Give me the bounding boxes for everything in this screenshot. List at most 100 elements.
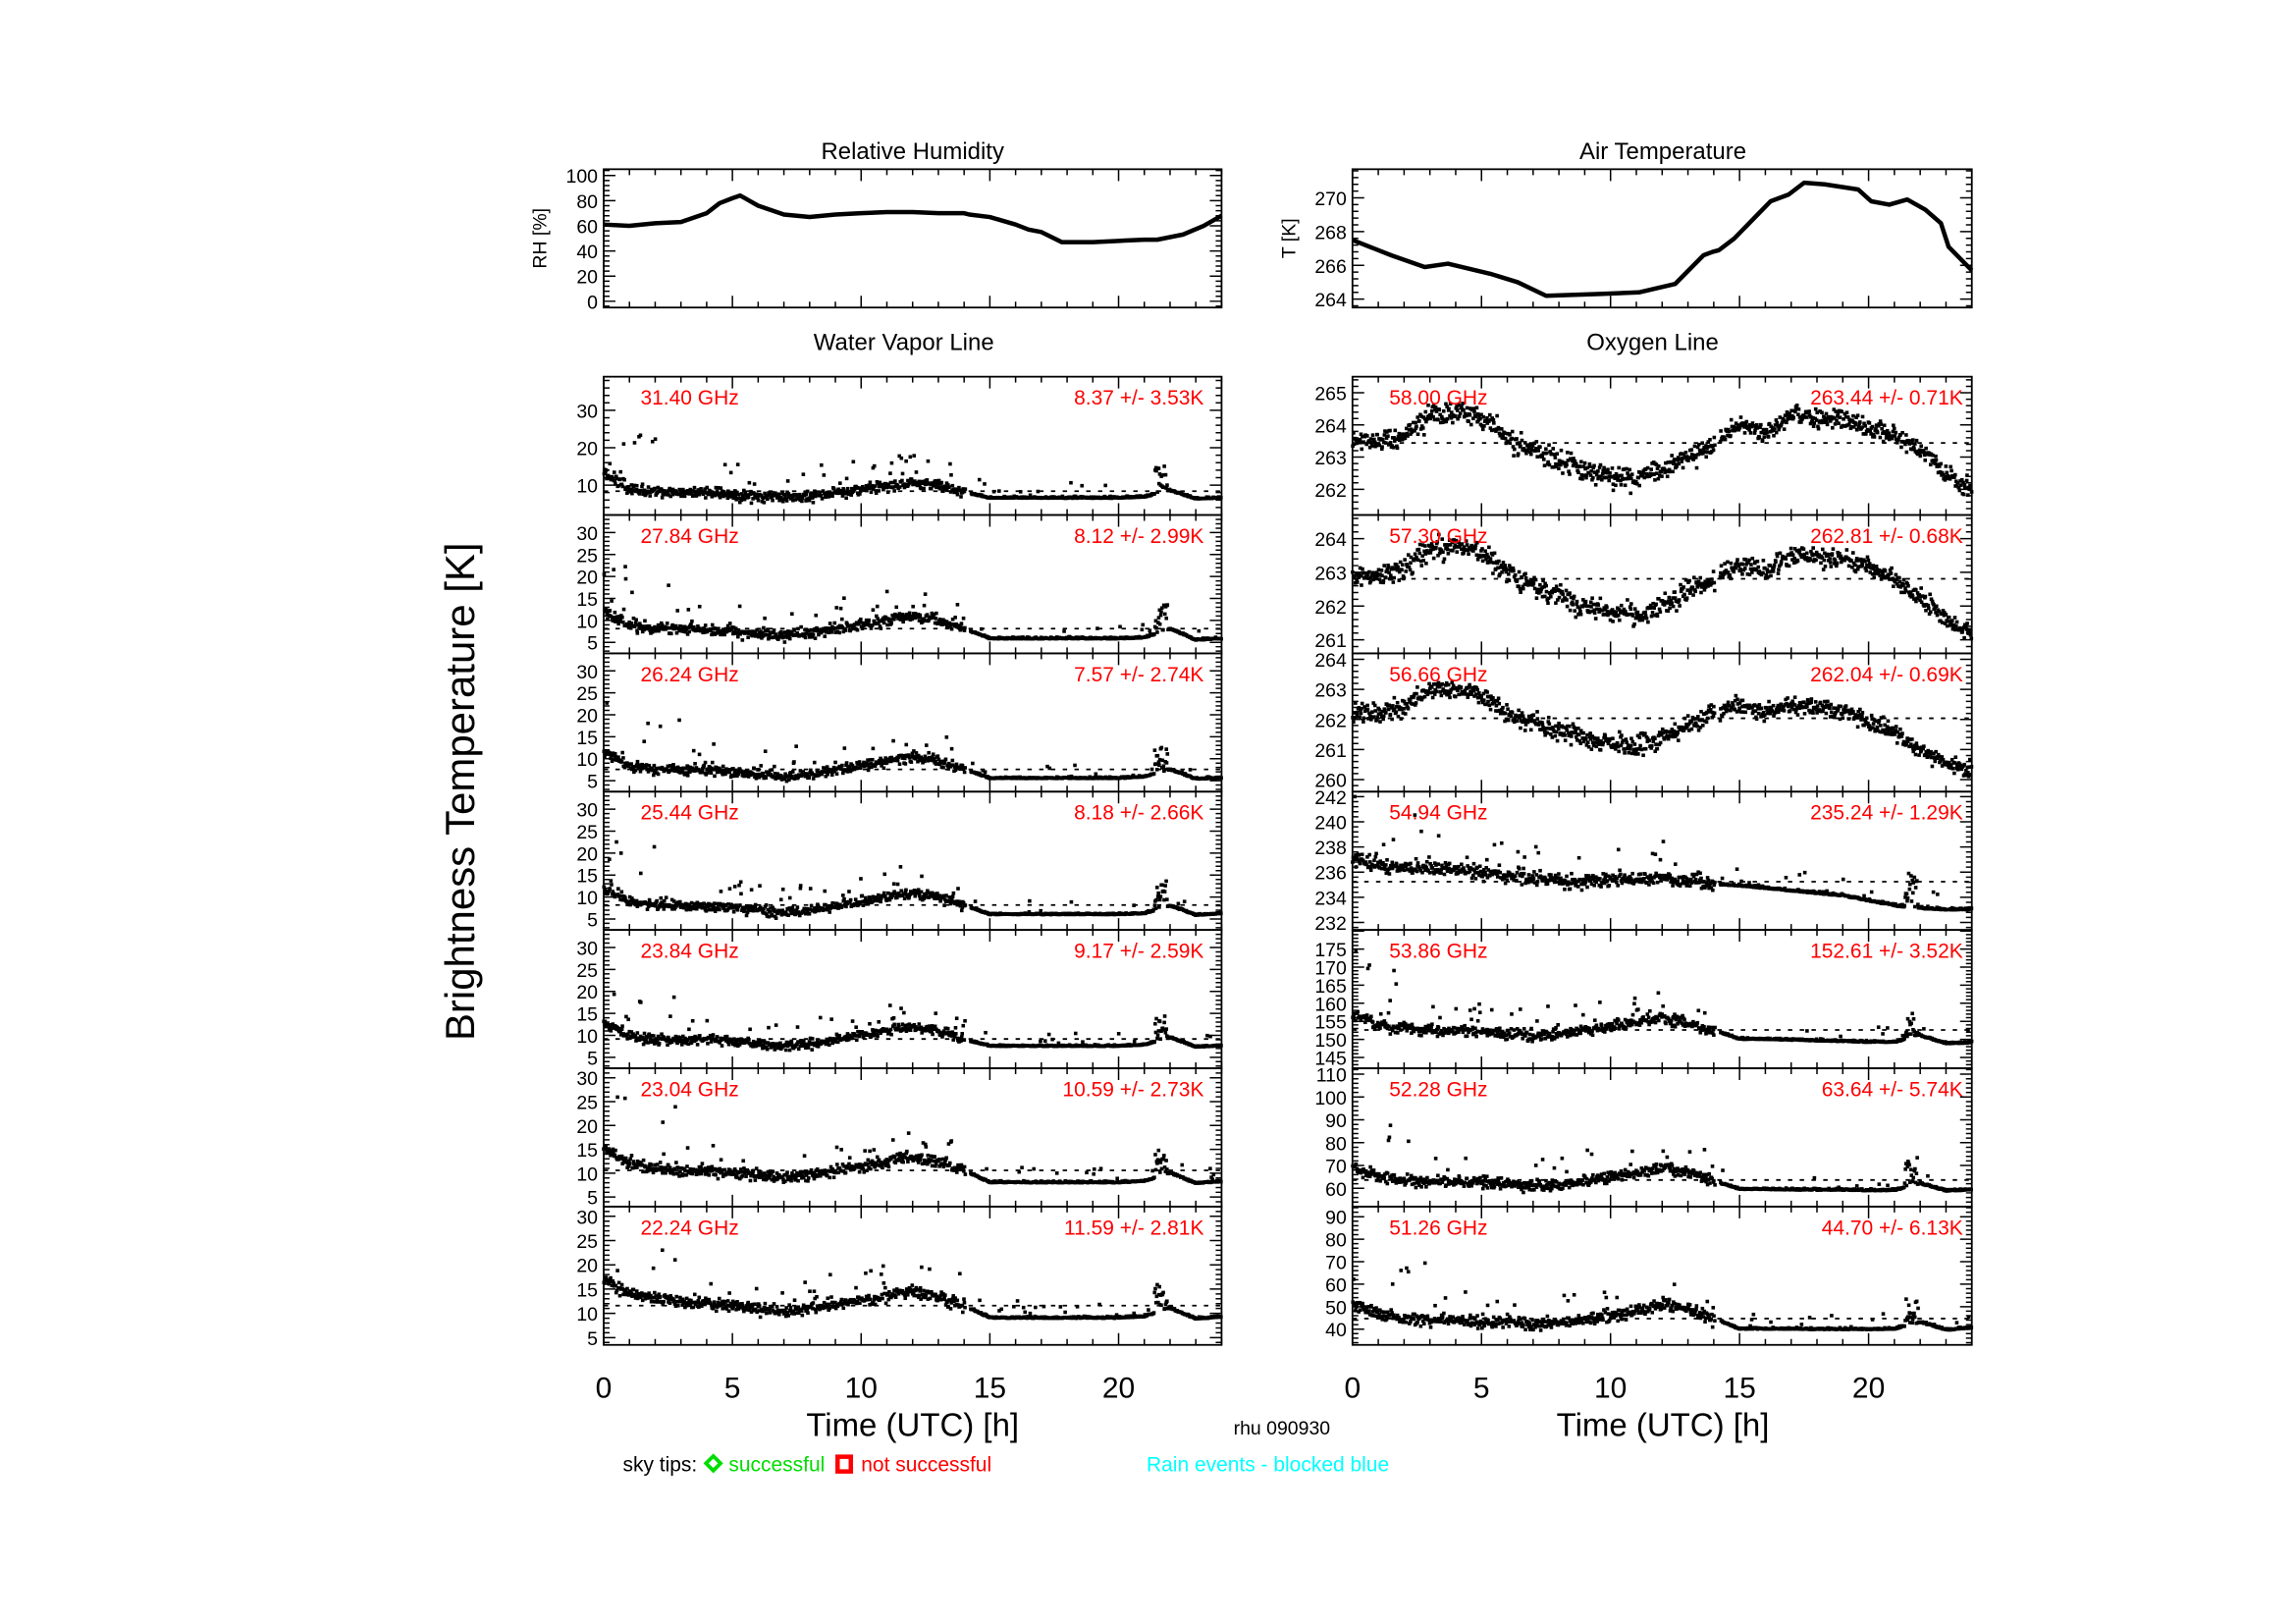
data-point [702, 1168, 707, 1173]
data-point [718, 1041, 722, 1045]
y-tick-label: 266 [1314, 256, 1346, 278]
data-point [680, 1172, 685, 1176]
data-point [917, 893, 922, 898]
data-point [834, 772, 839, 776]
data-point [943, 897, 947, 901]
data-point [926, 756, 930, 761]
data-point [786, 774, 791, 779]
data-point [870, 484, 875, 488]
data-point [869, 761, 874, 766]
data-point [776, 494, 780, 499]
data-point [621, 607, 626, 612]
data-point [765, 633, 769, 637]
data-point [963, 487, 968, 491]
data-point [768, 910, 773, 914]
data-point [855, 766, 859, 771]
data-point [714, 485, 719, 490]
data-point [670, 907, 674, 911]
data-point [668, 631, 673, 636]
data-point [635, 631, 640, 635]
data-point [614, 476, 619, 481]
data-point [918, 896, 923, 901]
data-point [802, 1154, 807, 1158]
data-point [629, 898, 633, 903]
data-point [843, 1170, 848, 1175]
data-point [637, 1038, 641, 1043]
data-point [886, 891, 890, 895]
data-point [707, 1173, 712, 1177]
data-point [778, 1041, 782, 1046]
data-point [793, 498, 798, 502]
data-point [775, 776, 780, 781]
data-point [881, 894, 885, 898]
data-point [954, 490, 959, 495]
data-point [777, 498, 781, 503]
data-point [703, 623, 708, 627]
data-point [885, 622, 889, 627]
data-point [839, 617, 844, 622]
data-point [751, 491, 756, 495]
data-point [661, 492, 666, 497]
data-point [648, 628, 653, 632]
data-point [632, 1162, 636, 1166]
data-point [756, 495, 760, 500]
data-point [784, 499, 789, 503]
data-point [651, 768, 655, 773]
y-tick-label: 30 [576, 800, 598, 822]
data-point [878, 624, 882, 628]
data-point [680, 491, 684, 495]
temp-ylabel: T [K] [1278, 218, 1300, 258]
data-point [702, 489, 707, 494]
data-point [666, 764, 670, 769]
data-point [729, 490, 734, 495]
data-point [919, 755, 924, 759]
data-point [737, 1043, 742, 1047]
data-point [725, 1038, 730, 1042]
data-point [940, 489, 945, 494]
data-point [1156, 466, 1161, 470]
data-point [867, 765, 872, 770]
data-point [763, 1171, 767, 1175]
data-point [945, 624, 950, 628]
data-point [930, 891, 934, 895]
data-point [765, 1176, 769, 1181]
data-point [686, 608, 691, 612]
data-point [818, 1015, 823, 1020]
data-point [881, 1165, 884, 1170]
data-point [709, 628, 714, 632]
data-point [708, 1033, 713, 1038]
data-point [693, 1034, 697, 1039]
data-point [925, 1024, 930, 1029]
data-point [809, 903, 814, 908]
data-point [718, 907, 721, 912]
data-point [1164, 1027, 1169, 1031]
data-point [748, 1178, 753, 1183]
data-point [674, 1161, 678, 1164]
data-point [693, 761, 697, 766]
data-point [1156, 891, 1160, 895]
data-point [656, 1034, 661, 1039]
y-tick-label: 25 [576, 683, 598, 705]
data-point [786, 913, 791, 917]
data-point [801, 770, 806, 774]
data-point [929, 486, 934, 491]
data-point [1219, 911, 1223, 916]
data-point [646, 904, 651, 909]
data-point [742, 1166, 746, 1170]
data-point [767, 1025, 771, 1030]
data-point [772, 630, 775, 635]
data-point [785, 479, 790, 483]
data-point [1039, 908, 1043, 913]
data-point [1156, 616, 1161, 620]
data-point [824, 495, 828, 500]
data-point [722, 632, 726, 637]
data-point [861, 1031, 865, 1035]
data-point [694, 904, 699, 908]
data-points [602, 433, 1223, 506]
data-point [665, 1165, 668, 1170]
data-point [625, 491, 629, 495]
data-point [745, 910, 750, 915]
data-point [897, 485, 902, 489]
data-point [744, 905, 748, 910]
data-point [614, 839, 618, 844]
